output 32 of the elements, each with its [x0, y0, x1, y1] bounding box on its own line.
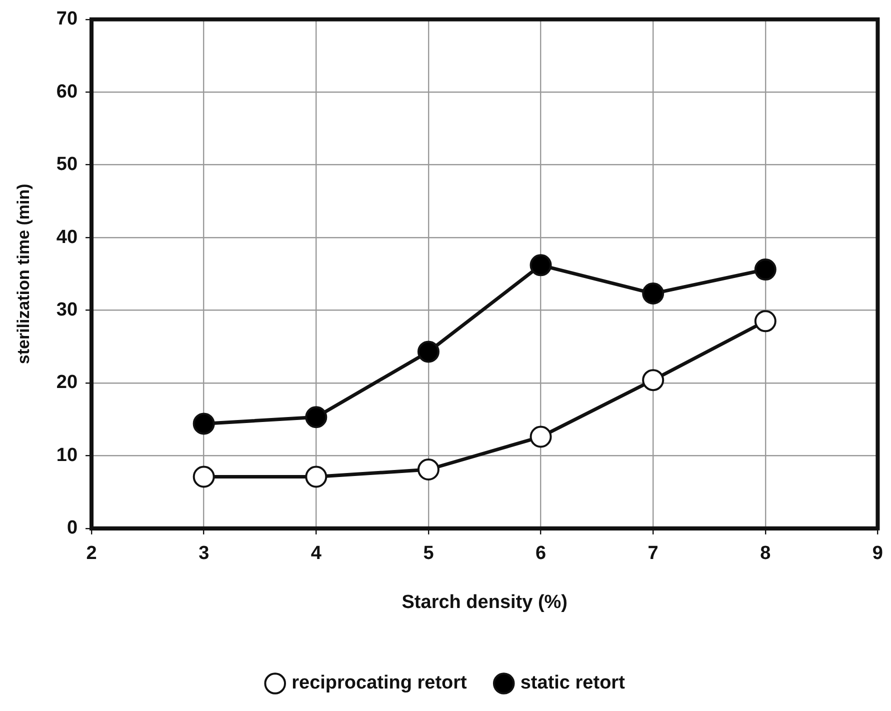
point: [192, 466, 215, 488]
y-tick-label: 40: [56, 226, 78, 248]
y-tick-label: 20: [56, 372, 78, 394]
x-tick-label: 8: [760, 543, 771, 564]
point: [530, 426, 552, 448]
x-tick-label: 9: [872, 543, 884, 564]
y-tick-label: 70: [56, 8, 78, 30]
x-tick-label: 4: [310, 543, 322, 564]
y-tick-label: 30: [56, 299, 78, 320]
x-tick-label: 5: [423, 543, 434, 564]
y-tick-label: 0: [66, 518, 78, 539]
x-tick-label: 2: [86, 543, 97, 564]
legend-label: static retort: [520, 672, 626, 694]
point: [530, 254, 552, 276]
x-tick-label: 7: [648, 543, 658, 564]
y-tick-label: 50: [56, 154, 78, 176]
y-axis-title: sterilization time (min): [14, 184, 33, 364]
x-tick-label: 6: [535, 543, 546, 564]
point: [305, 406, 328, 428]
point: [192, 412, 215, 435]
point: [305, 466, 328, 488]
legend-label: reciprocating retort: [292, 672, 468, 694]
x-axis-title: Starch density (%): [402, 592, 568, 613]
point: [754, 310, 776, 332]
point: [754, 258, 776, 281]
x-tick-label: 3: [198, 543, 210, 564]
point: [642, 282, 664, 305]
point: [417, 458, 440, 480]
y-tick-label: 60: [56, 81, 78, 102]
point: [417, 340, 440, 363]
y-tick-label: 10: [56, 444, 78, 466]
point: [642, 369, 664, 392]
